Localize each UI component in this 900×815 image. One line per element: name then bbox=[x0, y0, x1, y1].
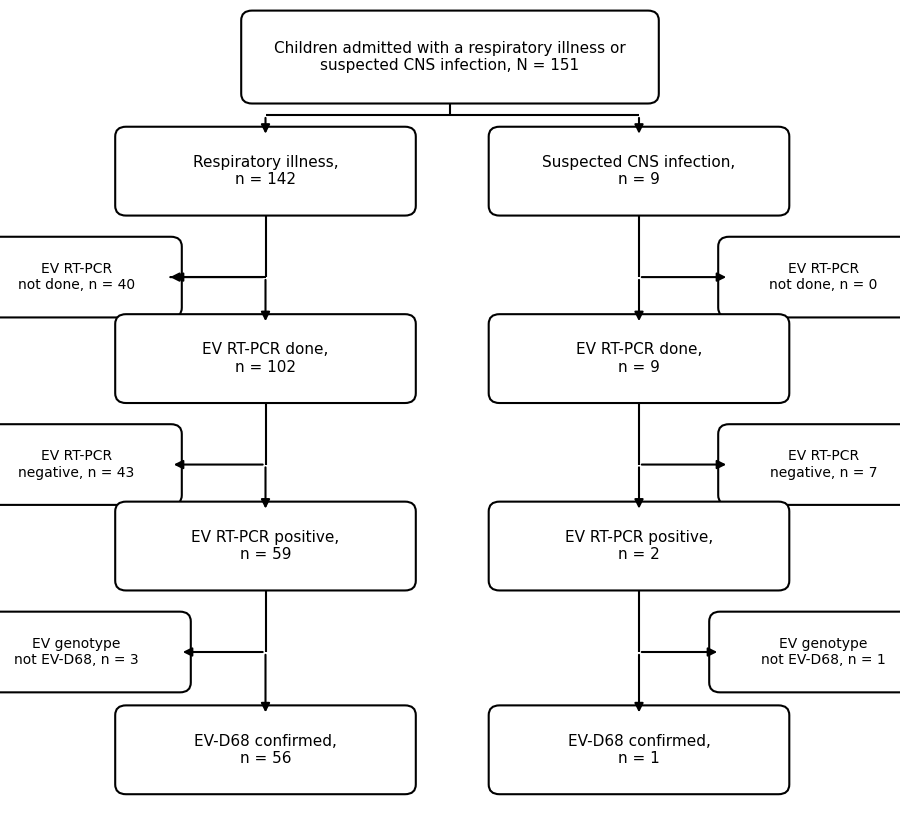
FancyBboxPatch shape bbox=[115, 501, 416, 590]
FancyBboxPatch shape bbox=[718, 424, 900, 504]
Text: EV genotype
not EV-D68, n = 3: EV genotype not EV-D68, n = 3 bbox=[14, 637, 139, 667]
Text: EV RT-PCR done,
n = 102: EV RT-PCR done, n = 102 bbox=[202, 342, 328, 375]
Text: EV RT-PCR done,
n = 9: EV RT-PCR done, n = 9 bbox=[576, 342, 702, 375]
Text: EV genotype
not EV-D68, n = 1: EV genotype not EV-D68, n = 1 bbox=[761, 637, 886, 667]
FancyBboxPatch shape bbox=[241, 11, 659, 104]
Text: Suspected CNS infection,
n = 9: Suspected CNS infection, n = 9 bbox=[543, 155, 735, 187]
FancyBboxPatch shape bbox=[709, 611, 900, 693]
FancyBboxPatch shape bbox=[489, 501, 789, 590]
FancyBboxPatch shape bbox=[115, 705, 416, 794]
Text: EV RT-PCR
negative, n = 43: EV RT-PCR negative, n = 43 bbox=[18, 449, 135, 480]
Text: EV RT-PCR
negative, n = 7: EV RT-PCR negative, n = 7 bbox=[770, 449, 878, 480]
FancyBboxPatch shape bbox=[489, 126, 789, 215]
FancyBboxPatch shape bbox=[0, 611, 191, 693]
FancyBboxPatch shape bbox=[115, 314, 416, 403]
Text: EV-D68 confirmed,
n = 1: EV-D68 confirmed, n = 1 bbox=[568, 734, 710, 766]
FancyBboxPatch shape bbox=[489, 314, 789, 403]
Text: Respiratory illness,
n = 142: Respiratory illness, n = 142 bbox=[193, 155, 338, 187]
FancyBboxPatch shape bbox=[0, 424, 182, 504]
Text: EV RT-PCR positive,
n = 2: EV RT-PCR positive, n = 2 bbox=[565, 530, 713, 562]
Text: EV RT-PCR
not done, n = 40: EV RT-PCR not done, n = 40 bbox=[18, 262, 135, 293]
Text: Children admitted with a respiratory illness or
suspected CNS infection, N = 151: Children admitted with a respiratory ill… bbox=[274, 41, 626, 73]
FancyBboxPatch shape bbox=[0, 236, 182, 317]
Text: EV-D68 confirmed,
n = 56: EV-D68 confirmed, n = 56 bbox=[194, 734, 337, 766]
FancyBboxPatch shape bbox=[718, 236, 900, 317]
Text: EV RT-PCR positive,
n = 59: EV RT-PCR positive, n = 59 bbox=[192, 530, 339, 562]
FancyBboxPatch shape bbox=[115, 126, 416, 215]
FancyBboxPatch shape bbox=[489, 705, 789, 794]
Text: EV RT-PCR
not done, n = 0: EV RT-PCR not done, n = 0 bbox=[770, 262, 878, 293]
